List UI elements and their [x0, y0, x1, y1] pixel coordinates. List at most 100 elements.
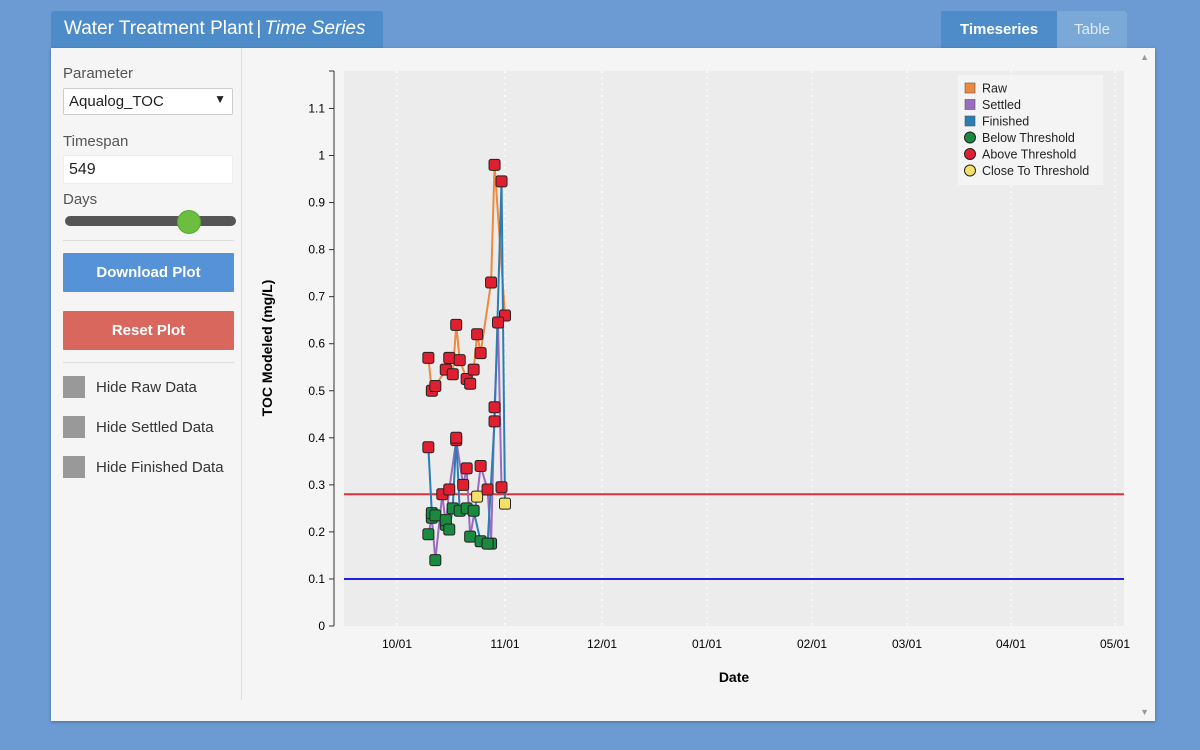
- timespan-slider-handle[interactable]: [177, 210, 201, 234]
- data-point: [471, 490, 484, 503]
- data-point: [429, 554, 442, 567]
- data-point: [443, 483, 456, 496]
- x-tick-label: 12/01: [587, 637, 617, 651]
- data-point: [457, 478, 470, 491]
- dropdown-arrow-icon: ▼: [214, 92, 226, 106]
- divider: [63, 362, 234, 363]
- divider: [63, 240, 234, 241]
- x-tick-label: 10/01: [382, 637, 412, 651]
- data-point: [492, 316, 505, 329]
- parameter-select[interactable]: Aqualog_TOC ▼: [63, 88, 233, 115]
- series-line-raw: [427, 164, 506, 394]
- y-tick-label: 0.9: [308, 196, 325, 210]
- x-tick-label: 03/01: [892, 637, 922, 651]
- data-point: [474, 460, 487, 473]
- legend-background: [958, 75, 1103, 185]
- data-point: [499, 497, 511, 510]
- data-point: [495, 481, 508, 494]
- x-tick-label: 02/01: [797, 637, 827, 651]
- data-point: [422, 441, 435, 454]
- hide-settled-toggle[interactable]: Hide Settled Data: [63, 416, 214, 438]
- scroll-down-icon[interactable]: ▼: [1140, 707, 1149, 717]
- hide-settled-label: Hide Settled Data: [96, 418, 214, 436]
- data-point: [467, 363, 480, 376]
- parameter-value: Aqualog_TOC: [69, 93, 164, 110]
- data-point: [450, 431, 463, 444]
- legend-swatch: [964, 164, 976, 177]
- checkbox[interactable]: [63, 416, 85, 438]
- data-point: [422, 351, 435, 364]
- main-panel: Parameter Aqualog_TOC ▼ Timespan 549 Day…: [51, 48, 1155, 721]
- chart-legend: Raw Settled Finished Below Threshold Above T…: [958, 75, 1103, 185]
- data-point: [443, 523, 456, 536]
- data-point: [443, 351, 456, 364]
- download-plot-button[interactable]: Download Plot: [63, 253, 234, 292]
- y-tick-label: 0.1: [308, 572, 325, 586]
- data-point: [429, 509, 442, 522]
- data-point: [488, 158, 501, 171]
- data-point: [495, 175, 508, 188]
- data-point: [467, 504, 480, 517]
- legend-swatch: [964, 82, 976, 94]
- app-title: Water Treatment Plant | Time Series: [51, 11, 383, 48]
- x-tick-label: 04/01: [996, 637, 1026, 651]
- timespan-slider-track[interactable]: [65, 216, 236, 226]
- y-tick-label: 1.1: [308, 101, 325, 115]
- legend-label: Close To Threshold: [982, 164, 1089, 178]
- tab-timeseries[interactable]: Timeseries: [941, 11, 1057, 48]
- y-axis: 0 0.1 0.2 0.3 0.4 0.5 0.6 0.7 0.8 0.9 1 1.1: [308, 70, 335, 633]
- scroll-up-icon[interactable]: ▲: [1140, 52, 1149, 62]
- checkbox[interactable]: [63, 456, 85, 478]
- x-tick-label: 11/01: [490, 637, 519, 651]
- hide-raw-label: Hide Raw Data: [96, 378, 197, 396]
- data-point: [446, 368, 459, 381]
- days-label: Days: [63, 191, 98, 208]
- legend-swatch: [964, 99, 976, 110]
- data-point: [464, 530, 477, 543]
- y-tick-label: 0.7: [308, 290, 325, 304]
- parameter-label: Parameter: [63, 65, 134, 82]
- data-point: [485, 276, 498, 289]
- timespan-input[interactable]: 549: [63, 155, 233, 184]
- app-title-sub: Time Series: [264, 18, 366, 39]
- y-tick-label: 0.8: [308, 243, 325, 257]
- data-point: [422, 528, 435, 541]
- legend-label: Above Threshold: [982, 148, 1076, 162]
- legend-label: Finished: [982, 115, 1029, 129]
- hide-raw-toggle[interactable]: Hide Raw Data: [63, 376, 197, 398]
- legend-label: Below Threshold: [982, 131, 1075, 145]
- title-separator: |: [256, 18, 262, 39]
- legend-swatch: [964, 148, 976, 160]
- legend-label: Settled: [982, 98, 1021, 112]
- y-axis-label: TOC Modeled (mg/L): [259, 280, 275, 417]
- data-point: [429, 380, 442, 393]
- tab-table[interactable]: Table: [1057, 11, 1127, 48]
- data-point: [471, 328, 484, 341]
- hide-finished-label: Hide Finished Data: [96, 458, 224, 476]
- data-point: [488, 415, 501, 428]
- y-tick-label: 0.4: [308, 431, 325, 445]
- y-tick-label: 0: [318, 619, 325, 633]
- y-tick-label: 1: [318, 149, 325, 163]
- data-point: [453, 354, 466, 367]
- data-point: [450, 318, 463, 331]
- app-title-main: Water Treatment Plant: [64, 18, 254, 39]
- chart-grid: [396, 71, 1116, 626]
- sidebar: Parameter Aqualog_TOC ▼ Timespan 549 Day…: [51, 48, 242, 700]
- legend-swatch: [964, 115, 976, 127]
- data-point: [481, 483, 494, 496]
- x-tick-label: 01/01: [692, 637, 722, 651]
- timespan-label: Timespan: [63, 133, 129, 150]
- data-point: [488, 401, 501, 414]
- y-tick-label: 0.2: [308, 525, 325, 539]
- x-tick-label: 05/01: [1100, 637, 1130, 651]
- hide-finished-toggle[interactable]: Hide Finished Data: [63, 456, 224, 478]
- legend-swatch: [964, 131, 976, 144]
- legend-label: Raw: [982, 82, 1008, 96]
- data-point: [474, 347, 487, 360]
- series-points: [422, 158, 511, 567]
- reset-plot-button[interactable]: Reset Plot: [63, 311, 234, 350]
- x-axis: 10/01 11/01 12/01 01/01 02/01 03/01 04/01 05/01: [382, 637, 1130, 651]
- data-point: [464, 377, 477, 390]
- checkbox[interactable]: [63, 376, 85, 398]
